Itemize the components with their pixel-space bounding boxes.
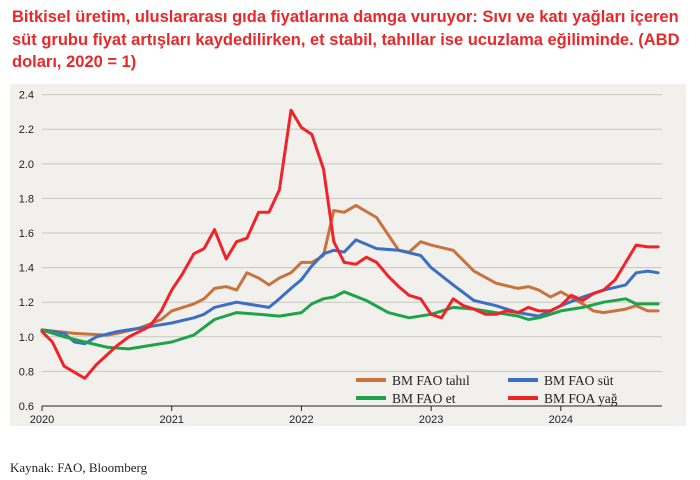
axes: 0.6 0.8 1.0 1.2 1.4 1.6 1.8 2.0 2.2 2.4 2020 2021 20… [19,90,662,426]
series-line-3 [40,290,660,351]
series-line-2 [40,238,660,346]
y-tick-label: 1.8 [19,193,34,205]
y-tick-label: 2.2 [19,124,34,136]
legend-label: BM FAO et [392,391,456,406]
y-tick-label: 1.4 [19,263,34,275]
x-tick-label: 2021 [159,414,183,426]
x-tick-label: 2022 [289,414,313,426]
chart-title: Bitkisel üretim, uluslararası gıda fiyat… [12,8,680,71]
y-tick-label: 2.0 [19,159,34,171]
x-tick-label: 2020 [30,414,54,426]
source-note: Kaynak: FAO, Bloomberg [10,460,148,475]
chart-area: 0.6 0.8 1.0 1.2 1.4 1.6 1.8 2.0 2.2 2.4 2020 2021 20… [10,84,686,426]
y-tick-label: 1.2 [19,297,34,309]
x-tick-label: 2023 [419,414,443,426]
y-tick-label: 1.0 [19,332,34,344]
y-tick-label: 0.6 [19,401,34,413]
legend-label: BM FOA yağ [544,391,618,406]
legend-label: BM FAO tahıl [392,373,470,388]
y-tick-label: 2.4 [19,90,34,102]
y-tick-label: 0.8 [19,366,34,378]
gridlines [42,94,662,407]
series-lines [40,108,660,380]
legend: BM FAO tahıl BM FAO süt BM FAO et BM FOA ya… [356,373,618,406]
series-line-4 [40,108,660,380]
line-chart: 0.6 0.8 1.0 1.2 1.4 1.6 1.8 2.0 2.2 2.4 2020 2021 20… [19,90,662,426]
series-line-1 [40,203,660,337]
legend-label: BM FAO süt [544,373,614,388]
x-tick-label: 2024 [549,414,573,426]
y-tick-label: 1.6 [19,228,34,240]
